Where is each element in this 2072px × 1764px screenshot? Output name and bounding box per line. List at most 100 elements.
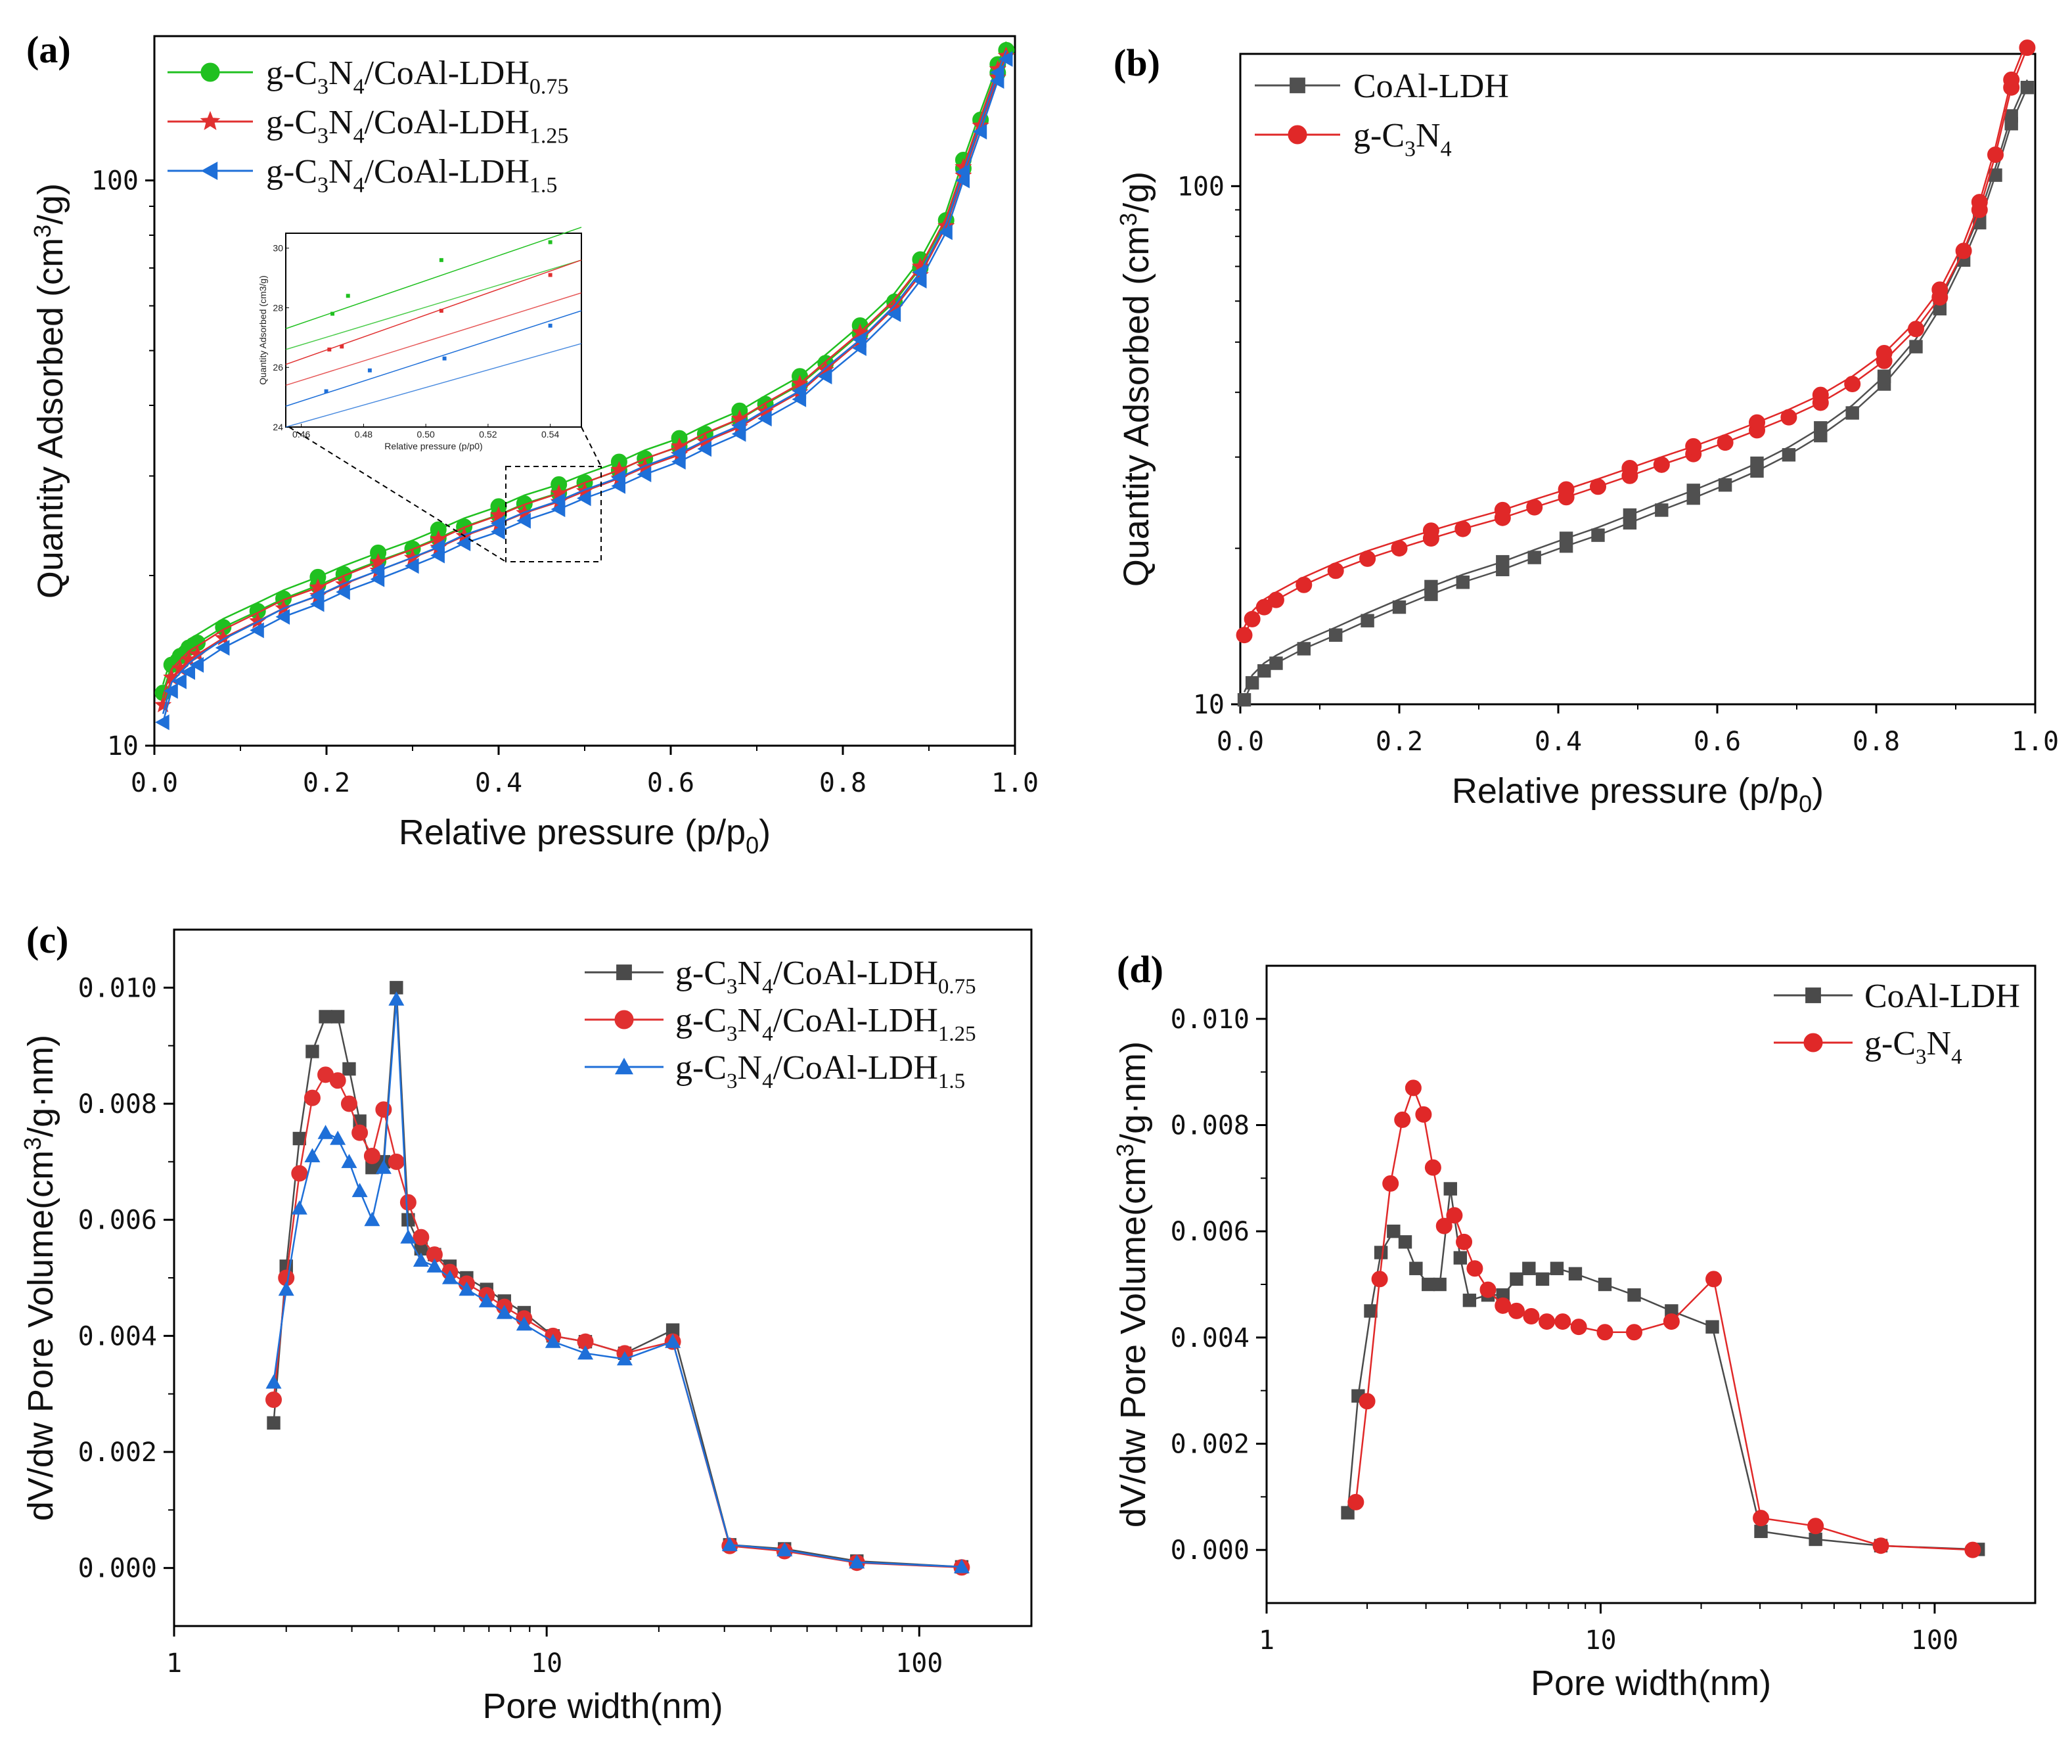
y-tick-label: 0.000: [78, 1554, 157, 1584]
y-tick-label: 100: [91, 166, 139, 196]
inset-point: [548, 323, 552, 328]
zoom-box: [505, 466, 602, 562]
x-tick-label: 100: [895, 1648, 943, 1679]
series-line-desorption: [162, 47, 1008, 697]
y-tick-label: 0.010: [78, 973, 157, 1003]
data-point: [516, 512, 531, 529]
data-point: [791, 374, 809, 392]
series-line-desorption: [162, 41, 1008, 685]
data-point: [989, 64, 1004, 81]
inset-point: [327, 348, 332, 351]
data-point: [1535, 1272, 1550, 1286]
data-point: [972, 124, 987, 140]
data-point: [550, 484, 568, 501]
data-point: [155, 714, 169, 731]
data-point: [1522, 1261, 1536, 1275]
data-point: [817, 361, 834, 378]
inset-point: [346, 294, 350, 298]
x-tick-label: 1.0: [991, 768, 1039, 798]
inset-point: [548, 240, 552, 244]
data-point: [1539, 1313, 1556, 1330]
data-point: [1971, 194, 1988, 211]
panel-c: 1 10 100 0.000 0.002 0.004 0.006 0.008 0.010 Pore…: [19, 918, 1033, 1726]
data-point: [886, 306, 901, 323]
data-point: [1424, 1159, 1441, 1176]
data-point: [1717, 434, 1734, 451]
inset-point: [439, 309, 443, 313]
data-point: [1989, 168, 2002, 182]
data-point: [388, 1153, 405, 1170]
data-point: [369, 553, 387, 570]
data-point: [1955, 242, 1972, 260]
data-point: [577, 1345, 594, 1360]
legend-marker: [1288, 125, 1307, 145]
data-point: [304, 1089, 321, 1106]
data-point: [1391, 540, 1408, 557]
inset-line: [285, 310, 582, 407]
data-point: [1424, 579, 1438, 594]
data-point: [545, 1334, 561, 1348]
inset-x-tick-label: 0.46: [292, 429, 310, 440]
y-axis-title: Quantity Adsorbed (cm3/g): [1115, 171, 1156, 587]
data-point: [430, 539, 445, 555]
data-point: [329, 1072, 346, 1089]
legend-marker: [201, 162, 218, 180]
data-point: [1526, 499, 1543, 516]
data-point: [265, 1391, 282, 1408]
data-point: [309, 578, 327, 595]
data-point: [1749, 414, 1765, 431]
panel-a: 0.0 0.2 0.4 0.6 0.8 1.0 10 100 Relative pressure…: [26, 28, 1039, 859]
data-point: [1626, 1324, 1643, 1341]
x-tick-label: 100: [1911, 1625, 1958, 1656]
data-point: [163, 668, 181, 685]
data-point: [851, 323, 869, 340]
legend-marker: [616, 964, 632, 980]
legend-entry: CoAl-LDH: [1864, 978, 2020, 1015]
data-point: [1550, 1261, 1564, 1275]
inset-point: [548, 273, 552, 277]
plot-frame: [153, 35, 1016, 747]
data-point: [340, 1095, 357, 1112]
data-point: [1877, 369, 1891, 383]
y-axis-title: dV/dw Pore Volume(cm3/g·nm): [1112, 1041, 1153, 1527]
data-point: [1627, 1288, 1641, 1302]
data-point: [1987, 146, 2004, 163]
x-tick-label: 0.8: [1853, 727, 1900, 757]
data-point: [1433, 1277, 1447, 1292]
data-point: [250, 622, 264, 639]
data-point: [370, 562, 385, 579]
data-point: [1295, 576, 1313, 593]
data-point: [665, 1323, 680, 1337]
data-point: [1329, 628, 1343, 642]
data-point: [1387, 1224, 1401, 1238]
data-point: [249, 612, 267, 629]
data-point: [351, 1183, 368, 1198]
data-point: [491, 515, 505, 531]
data-point: [330, 1131, 346, 1145]
legend-entry: g-C3N4/CoAl-LDH0.75: [266, 55, 568, 99]
data-point: [291, 1165, 308, 1182]
inset-x-title: Relative pressure (p/p0): [384, 441, 482, 451]
data-point: [1909, 340, 1923, 353]
panel-label: (a): [26, 28, 71, 71]
data-point: [1718, 478, 1732, 492]
data-point: [478, 1293, 495, 1307]
data-point: [426, 1258, 443, 1273]
data-point: [1685, 438, 1702, 455]
data-point: [697, 441, 711, 457]
data-point: [1392, 600, 1407, 614]
x-tick-label: 0.2: [1376, 727, 1423, 757]
data-point: [413, 1252, 429, 1267]
inset-y-title: Quantity Adsorbed (cm3/g): [258, 275, 268, 385]
data-point: [721, 1537, 738, 1551]
inset-y-tick-label: 24: [273, 422, 283, 432]
data-point: [1872, 1537, 1889, 1554]
data-point: [400, 1229, 417, 1244]
legend-marker: [614, 1010, 634, 1029]
legend-entry: g-C3N4/CoAl-LDH1.25: [675, 1002, 976, 1046]
data-point: [496, 1305, 512, 1319]
y-tick-label: 0.000: [1171, 1535, 1250, 1566]
data-point: [792, 382, 807, 399]
x-axis-title: Relative pressure (p/p0): [399, 813, 771, 859]
data-point: [998, 51, 1013, 67]
